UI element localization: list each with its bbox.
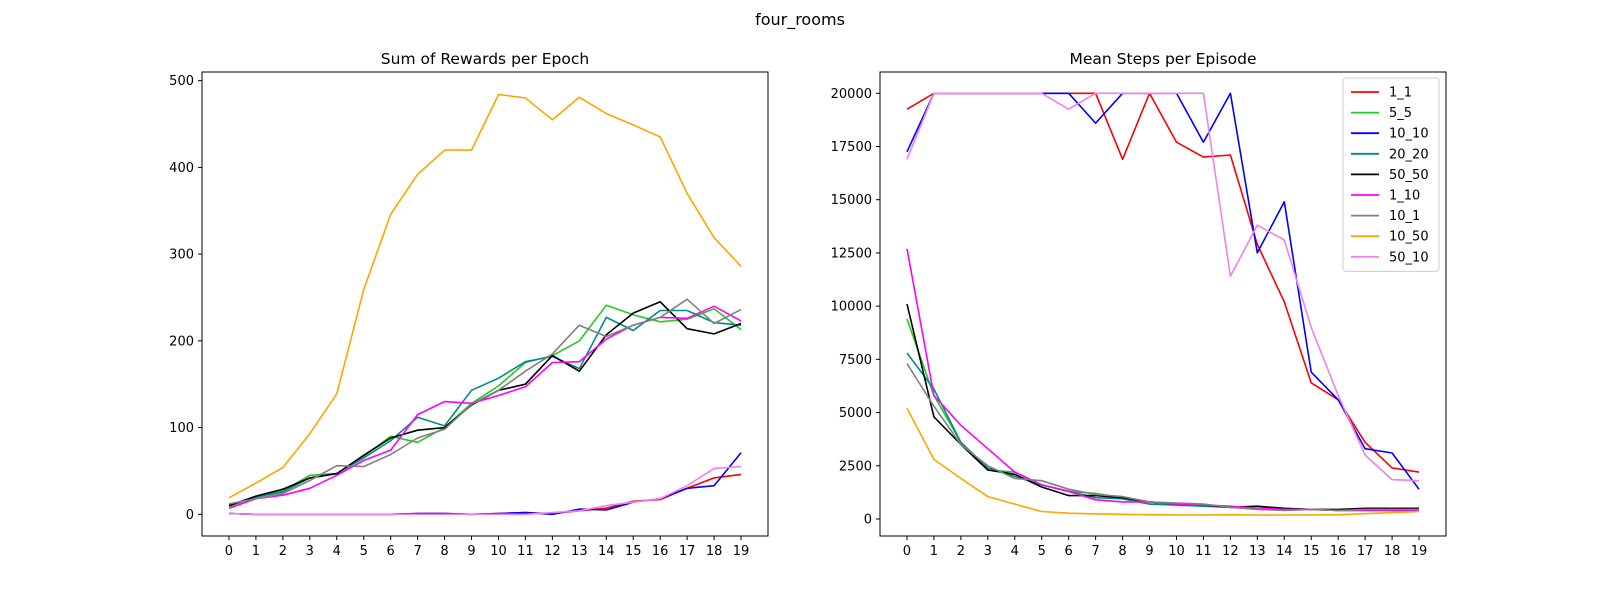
rewards-x-tick-label: 18 — [706, 544, 723, 559]
rewards-y-tick-label: 0 — [186, 508, 194, 523]
rewards-x-tick-label: 15 — [625, 544, 642, 559]
steps-x-tick-label: 12 — [1222, 544, 1239, 559]
rewards-x-tick-label: 5 — [360, 544, 368, 559]
steps-x-tick-label: 4 — [1011, 544, 1019, 559]
rewards-x-tick-label: 0 — [225, 544, 233, 559]
rewards-x-tick-label: 13 — [571, 544, 588, 559]
rewards-x-tick-label: 4 — [333, 544, 341, 559]
rewards-y-tick-label: 400 — [169, 161, 194, 176]
rewards-series-line-10_50 — [228, 93, 742, 499]
steps-x-tick-label: 3 — [984, 544, 992, 559]
legend-label-1_1: 1_1 — [1389, 86, 1412, 101]
rewards-series-line-5_5 — [228, 304, 742, 508]
steps-y-tick-label: 5000 — [839, 406, 872, 421]
rewards-y-tick-label: 100 — [169, 421, 194, 436]
rewards-x-tick-label: 14 — [598, 544, 615, 559]
rewards-chart-title: Sum of Rewards per Epoch — [381, 50, 589, 68]
rewards-x-tick-label: 17 — [679, 544, 696, 559]
rewards-x-tick-label: 8 — [440, 544, 448, 559]
rewards-x-tick-label: 9 — [467, 544, 475, 559]
legend-label-20_20: 20_20 — [1389, 147, 1429, 162]
steps-x-tick-label: 18 — [1384, 544, 1401, 559]
steps-series-line-1_1 — [906, 92, 1420, 473]
steps-x-tick-label: 5 — [1038, 544, 1046, 559]
legend-label-10_1: 10_1 — [1389, 209, 1420, 224]
steps-x-tick-label: 6 — [1065, 544, 1073, 559]
steps-series-line-50_10 — [906, 92, 1420, 482]
steps-x-tick-label: 9 — [1145, 544, 1153, 559]
steps-series-line-10_10 — [906, 92, 1420, 490]
steps-series-line-5_5 — [906, 318, 1419, 512]
rewards-x-tick-label: 16 — [652, 544, 669, 559]
steps-x-tick-label: 1 — [930, 544, 938, 559]
steps-y-tick-label: 2500 — [839, 459, 872, 474]
steps-series-line-10_50 — [906, 407, 1420, 516]
steps-y-tick-label: 15000 — [831, 193, 872, 208]
legend-label-50_50: 50_50 — [1389, 168, 1429, 183]
steps-series-line-20_20 — [906, 352, 1419, 512]
rewards-x-tick-label: 3 — [306, 544, 314, 559]
rewards-series-line-50_50 — [228, 300, 742, 507]
steps-x-tick-label: 11 — [1195, 544, 1212, 559]
rewards-x-tick-label: 6 — [387, 544, 395, 559]
legend-label-10_50: 10_50 — [1389, 230, 1429, 245]
steps-series-line-10_1 — [906, 363, 1419, 512]
rewards-axes-frame — [201, 71, 769, 537]
steps-x-tick-label: 2 — [957, 544, 965, 559]
steps-x-tick-label: 17 — [1357, 544, 1374, 559]
rewards-series-line-20_20 — [228, 309, 742, 507]
steps-x-tick-label: 13 — [1249, 544, 1266, 559]
rewards-x-tick-label: 11 — [517, 544, 534, 559]
legend-box — [1342, 77, 1440, 272]
steps-chart-title: Mean Steps per Episode — [1070, 50, 1257, 68]
rewards-x-tick-label: 2 — [279, 544, 287, 559]
figure-suptitle: four_rooms — [755, 10, 845, 30]
steps-x-tick-label: 0 — [903, 544, 911, 559]
legend-label-10_10: 10_10 — [1389, 127, 1429, 142]
steps-y-tick-label: 10000 — [831, 300, 872, 315]
legend-label-1_10: 1_10 — [1389, 189, 1420, 204]
steps-y-tick-label: 20000 — [831, 87, 872, 102]
steps-x-tick-label: 8 — [1118, 544, 1126, 559]
rewards-x-tick-label: 7 — [413, 544, 421, 559]
legend-label-50_10: 50_10 — [1389, 250, 1429, 265]
rewards-x-tick-label: 10 — [490, 544, 507, 559]
steps-y-tick-label: 17500 — [831, 140, 872, 155]
rewards-y-tick-label: 200 — [169, 334, 194, 349]
steps-series-line-1_10 — [906, 248, 1419, 512]
steps-y-tick-label: 7500 — [839, 353, 872, 368]
legend-label-5_5: 5_5 — [1389, 106, 1412, 121]
rewards-series-line-50_10 — [228, 465, 742, 516]
steps-x-tick-label: 14 — [1276, 544, 1293, 559]
steps-x-tick-label: 16 — [1330, 544, 1347, 559]
steps-x-tick-label: 7 — [1091, 544, 1099, 559]
rewards-series-line-10_10 — [228, 452, 742, 516]
rewards-y-tick-label: 500 — [169, 74, 194, 89]
rewards-x-tick-label: 12 — [544, 544, 561, 559]
rewards-y-tick-label: 300 — [169, 248, 194, 263]
steps-x-tick-label: 19 — [1411, 544, 1428, 559]
rewards-x-tick-label: 19 — [733, 544, 750, 559]
steps-y-tick-label: 12500 — [831, 246, 872, 261]
steps-x-tick-label: 10 — [1168, 544, 1185, 559]
steps-x-tick-label: 15 — [1303, 544, 1320, 559]
steps-legend: 1_1 5_5 10_10 20_20 50_50 1_10 10_1 10_50 50_10 — [1342, 77, 1440, 272]
rewards-series-line-10_1 — [228, 298, 742, 505]
steps-axes-frame — [879, 71, 1447, 537]
steps-y-tick-label: 0 — [864, 512, 872, 527]
rewards-x-tick-label: 1 — [252, 544, 260, 559]
